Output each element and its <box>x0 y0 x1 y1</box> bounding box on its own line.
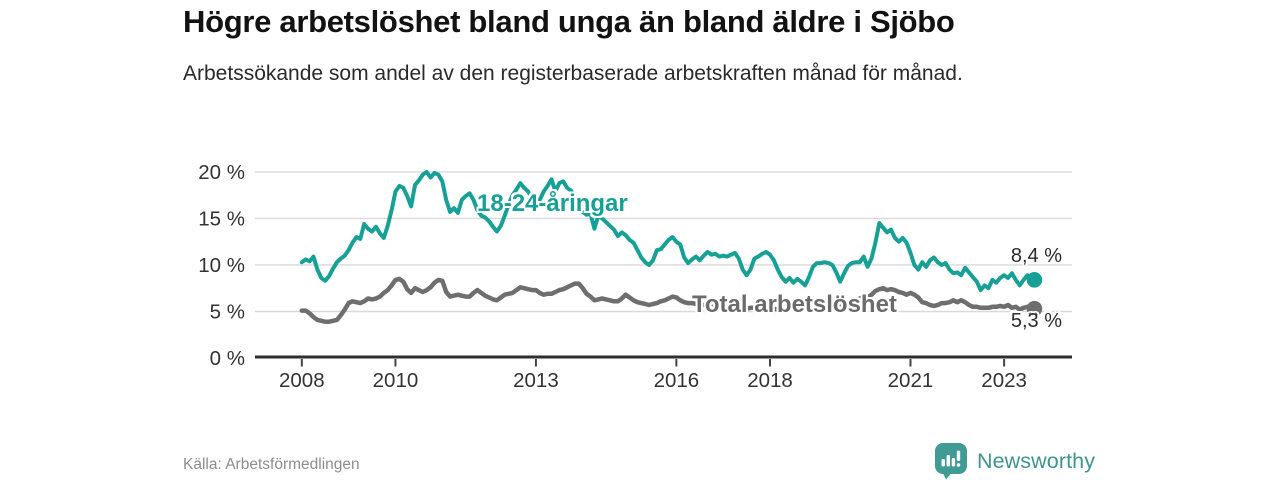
chart-title: Högre arbetslöshet bland unga än bland ä… <box>183 4 955 39</box>
series-end-dot <box>1026 272 1043 288</box>
chart-subtitle: Arbetssökande som andel av den registerb… <box>183 62 963 85</box>
y-axis-tick-label: 10 % <box>198 254 245 277</box>
x-axis-tick-label: 2016 <box>654 369 700 392</box>
end-value-label-youth: 8,4 % <box>1010 245 1062 267</box>
newsworthy-wordmark: Newsworthy <box>977 448 1096 473</box>
y-axis-tick-label: 15 % <box>198 207 245 230</box>
x-axis-tick-label: 2021 <box>888 369 934 392</box>
x-axis-tick-label: 2010 <box>373 369 419 392</box>
x-axis-tick-label: 2023 <box>981 369 1027 392</box>
y-axis-tick-label: 0 % <box>210 347 245 370</box>
series-label-total: Total arbetslöshet <box>692 291 897 318</box>
x-axis-tick-label: 2018 <box>747 369 793 392</box>
series-line-youth <box>299 170 1034 293</box>
x-axis-tick-label: 2008 <box>279 369 325 392</box>
newsworthy-logo: Newsworthy <box>934 442 1095 480</box>
series-end-dot <box>1026 300 1043 317</box>
newsworthy-bubble-chart-icon <box>935 443 967 480</box>
series-line-total <box>299 276 1034 324</box>
y-axis-tick-label: 20 % <box>198 161 245 184</box>
series-label-youth: 18-24-åringar <box>477 190 628 217</box>
source-note: Källa: Arbetsförmedlingen <box>183 456 360 473</box>
end-value-label-total: 5,3 % <box>1010 310 1062 332</box>
x-axis-tick-label: 2013 <box>513 369 559 392</box>
y-axis-tick-label: 5 % <box>210 300 245 323</box>
